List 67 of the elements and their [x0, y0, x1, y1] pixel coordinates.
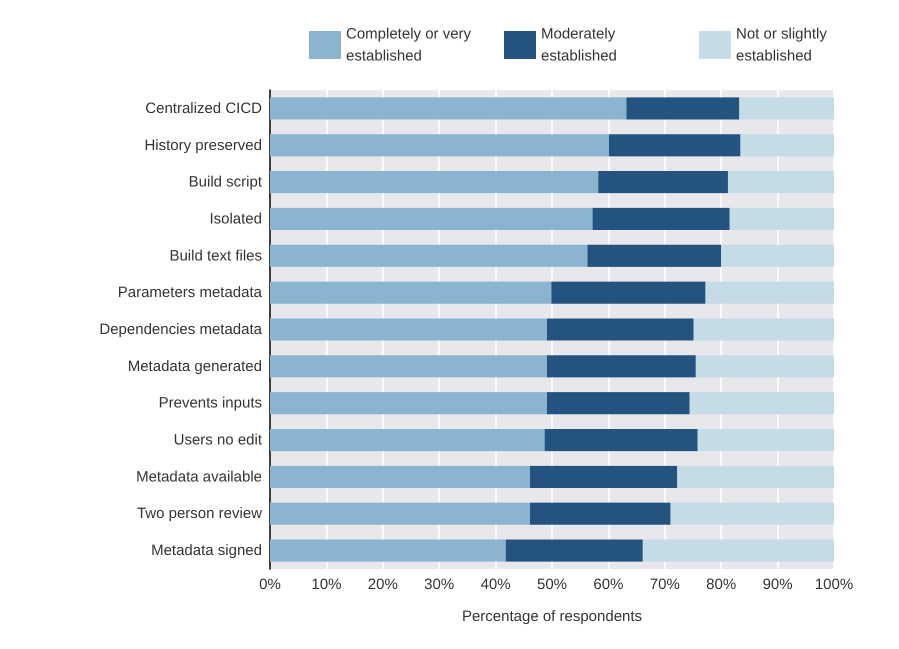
x-tick-label: 30%: [424, 576, 454, 593]
x-tick-label: 50%: [536, 576, 568, 593]
x-tick-label: 10%: [311, 576, 342, 593]
x-tick-label: 90%: [762, 576, 793, 593]
bar: [546, 355, 696, 378]
y-tick-label: Dependencies metadata: [99, 321, 263, 338]
bar: [608, 134, 740, 156]
bar: [721, 244, 834, 267]
y-tick-label: Users no edit: [174, 432, 263, 449]
bar: [270, 466, 530, 488]
bar: [270, 318, 547, 341]
bar: [551, 282, 706, 304]
y-tick-label: Centralized CICD: [145, 100, 262, 117]
bar: [270, 208, 593, 230]
x-tick-label: 70%: [650, 576, 680, 593]
bar: [739, 97, 834, 120]
bar: [694, 318, 834, 341]
bar: [530, 466, 678, 488]
y-tick-label: Metadata signed: [151, 542, 262, 560]
bar: [677, 466, 834, 488]
y-tick-label: Isolated: [209, 210, 262, 228]
bar: [670, 502, 834, 525]
bar: [730, 208, 834, 230]
bar: [270, 282, 552, 304]
bar: [270, 428, 545, 452]
x-tick-label: 100%: [814, 576, 854, 593]
bar: [270, 355, 547, 378]
y-tick-label: Build script: [188, 174, 263, 191]
bar: [642, 540, 834, 562]
bar: [270, 392, 547, 414]
bar: [506, 540, 643, 562]
legend-label: Moderately established: [541, 26, 620, 64]
legend-label: Not or slightly established: [736, 26, 832, 64]
x-axis-title: Percentage of respondents: [462, 608, 642, 625]
bar: [546, 318, 694, 341]
bar: [588, 244, 722, 267]
y-tick-label: Metadata available: [136, 468, 262, 486]
bar: [546, 392, 690, 414]
x-tick-label: 40%: [480, 576, 511, 593]
bar: [270, 134, 609, 156]
y-tick-label: History preserved: [144, 136, 262, 154]
y-tick-label: Two person review: [136, 505, 262, 522]
bar: [598, 171, 728, 194]
x-tick-label: 80%: [706, 576, 736, 593]
bar: [696, 355, 834, 378]
bar: [270, 171, 598, 194]
bar: [270, 97, 626, 120]
bar: [626, 97, 740, 120]
x-tick-label: 60%: [593, 576, 624, 593]
y-tick-label: Metadata generated: [128, 358, 262, 375]
bar: [592, 208, 730, 230]
bar: [740, 134, 834, 156]
bar: [544, 428, 698, 452]
legend-label: Completely or very established: [346, 26, 476, 64]
y-tick-label: Build text files: [169, 247, 262, 264]
x-tick-label: 0%: [259, 576, 281, 593]
bar: [270, 502, 530, 525]
bar: [690, 392, 834, 414]
bar: [270, 540, 506, 562]
bar: [698, 428, 834, 452]
x-tick-label: 20%: [368, 576, 398, 593]
y-tick-label: Prevents inputs: [158, 394, 262, 412]
bar: [270, 244, 588, 267]
y-tick-label: Parameters metadata: [118, 284, 263, 302]
bar: [728, 171, 834, 194]
bar: [705, 282, 834, 304]
bar: [530, 502, 670, 525]
